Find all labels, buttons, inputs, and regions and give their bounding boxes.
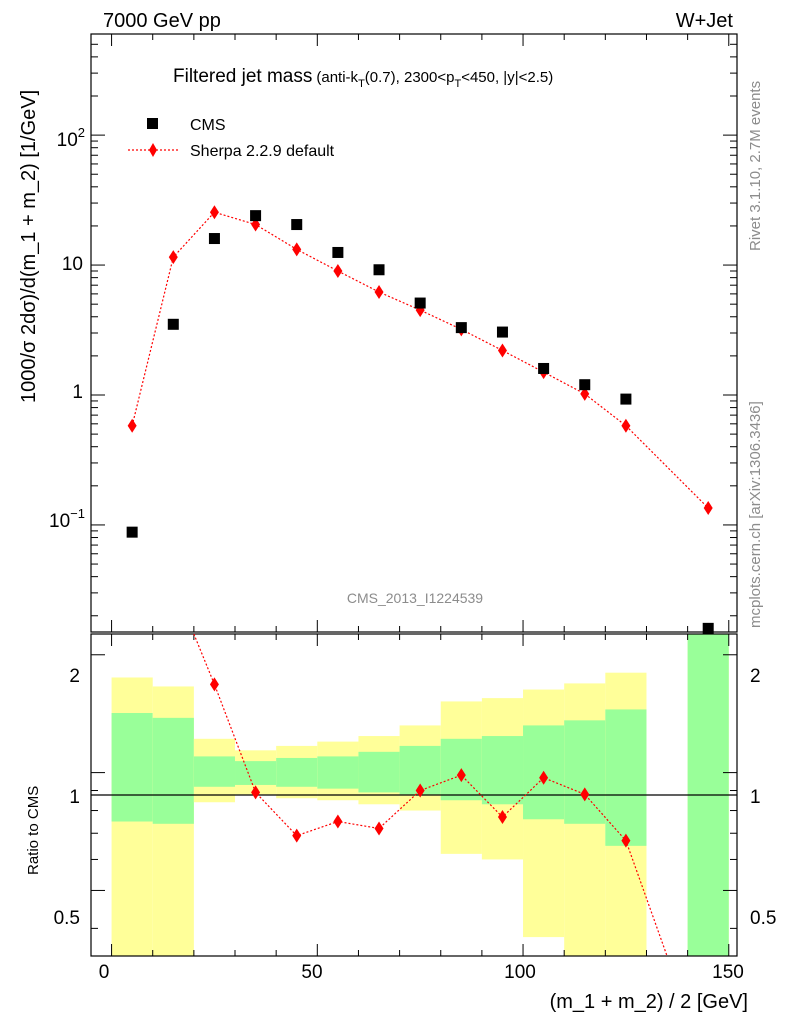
chart-title: Filtered jet mass (anti-kT(0.7), 2300<pT<…	[173, 66, 553, 90]
x-tick-labels: 0 50 100 150	[99, 962, 744, 983]
sherpa-point	[374, 285, 384, 300]
sherpa-ratio-point	[415, 783, 425, 798]
sherpa-ratio-point	[292, 828, 302, 843]
ratio-band-green-4	[276, 757, 318, 787]
legend: CMS Sherpa 2.2.9 default	[128, 117, 335, 160]
y-tick-label-1: 1	[72, 382, 83, 403]
subtitle-sub-t: T	[454, 78, 461, 90]
legend-sherpa-marker	[149, 143, 157, 157]
sherpa-point	[209, 205, 219, 220]
x-axis-title: (m_1 + m_2) / 2 [GeV]	[550, 991, 748, 1013]
sherpa-ratio-point	[333, 814, 343, 829]
y-tick-labels: 102 10 1 10−1	[49, 125, 85, 532]
rivet-label: Rivet 3.1.10, 2.7M events	[747, 81, 764, 251]
sherpa-ratio-point	[456, 768, 466, 783]
header-left: 7000 GeV pp	[103, 10, 221, 32]
sherpa-ratio-point	[374, 821, 384, 836]
ratio-band-green-5	[317, 756, 359, 789]
ratio-tick-labels: 2 1 0.5 2 1 0.5	[54, 666, 777, 929]
subtitle-sub-t: T	[358, 78, 365, 90]
cms-point	[291, 219, 303, 231]
sherpa-line	[131, 211, 709, 509]
legend-cms-label: CMS	[190, 117, 226, 134]
ratio-tick-label-right-2: 2	[750, 666, 761, 687]
ratio-band-green-3	[235, 761, 277, 785]
y-tick-label-100: 102	[57, 125, 85, 151]
y-axis-title: 1000/σ 2dσ)/d(m_1 + m_2) [1/GeV]	[18, 90, 40, 403]
sherpa-ratio-point	[497, 810, 507, 825]
ratio-band-green-6	[358, 751, 400, 793]
ratio-band-green-1	[152, 717, 194, 824]
mcplots-label: mcplots.cern.ch [arXiv:1306.3436]	[747, 401, 764, 628]
sherpa-point	[333, 264, 343, 279]
ratio-tick-label-left-0p5: 0.5	[54, 908, 80, 929]
cms-point	[702, 622, 714, 634]
ratio-band-green-12	[605, 709, 647, 846]
cms-point	[414, 297, 426, 309]
sherpa-ratio-series	[193, 633, 668, 957]
x-tick-label-0: 0	[99, 962, 110, 983]
cms-point	[332, 246, 344, 258]
header-right: W+Jet	[676, 10, 734, 32]
sherpa-point	[703, 501, 713, 516]
sherpa-ratio-point	[580, 787, 590, 802]
cms-point	[496, 326, 508, 338]
title-main: Filtered jet mass	[173, 66, 312, 87]
sherpa-point	[497, 343, 507, 358]
cms-point	[373, 264, 385, 276]
ratio-band-green-0	[111, 712, 153, 822]
ratio-tick-label-right-0p5: 0.5	[750, 908, 776, 929]
sherpa-ratio-point	[251, 785, 261, 800]
sherpa-series	[127, 205, 713, 516]
cms-point	[250, 210, 262, 222]
analysis-watermark: CMS_2013_I1224539	[347, 590, 483, 606]
legend-cms-marker	[147, 118, 158, 129]
subtitle-part: (anti-k	[316, 69, 358, 86]
cms-point	[167, 318, 179, 330]
legend-sherpa-label: Sherpa 2.2.9 default	[190, 143, 335, 160]
sherpa-point	[580, 386, 590, 401]
cms-point	[538, 362, 550, 374]
cms-series	[126, 210, 714, 634]
ratio-axis-title: Ratio to CMS	[25, 786, 42, 875]
sherpa-ratio-point	[621, 833, 631, 848]
sherpa-ratio-point	[209, 677, 219, 692]
subtitle-part: (0.7), 2300<p	[365, 69, 455, 86]
y-tick-label-0p1: 10−1	[49, 506, 85, 532]
ratio-tick-label-right-1: 1	[750, 787, 761, 808]
ratio-band-green-2	[193, 756, 236, 787]
y-tick-label-10: 10	[62, 254, 83, 275]
cms-point	[579, 379, 591, 391]
cms-point	[455, 322, 467, 334]
sherpa-point	[127, 418, 137, 433]
ratio-tick-label-left-1: 1	[69, 787, 80, 808]
sherpa-ratio-point	[539, 770, 549, 785]
main-plot-frame	[90, 33, 738, 633]
cms-point	[620, 393, 632, 405]
x-tick-label-50: 50	[301, 962, 322, 983]
ratio-band-green-11	[564, 720, 606, 824]
x-tick-label-150: 150	[712, 962, 744, 983]
axis-ticks	[91, 33, 737, 956]
x-tick-label-100: 100	[504, 962, 536, 983]
sherpa-point	[292, 242, 302, 257]
subtitle-part: <450, |y|<2.5)	[461, 69, 553, 86]
ratio-tick-label-left-2: 2	[69, 666, 80, 687]
ratio-error-bands	[111, 634, 729, 956]
sherpa-point	[621, 418, 631, 433]
sherpa-point	[168, 250, 178, 265]
ratio-band-green-9	[481, 736, 524, 805]
cms-point	[208, 233, 220, 245]
cms-point	[126, 526, 138, 538]
